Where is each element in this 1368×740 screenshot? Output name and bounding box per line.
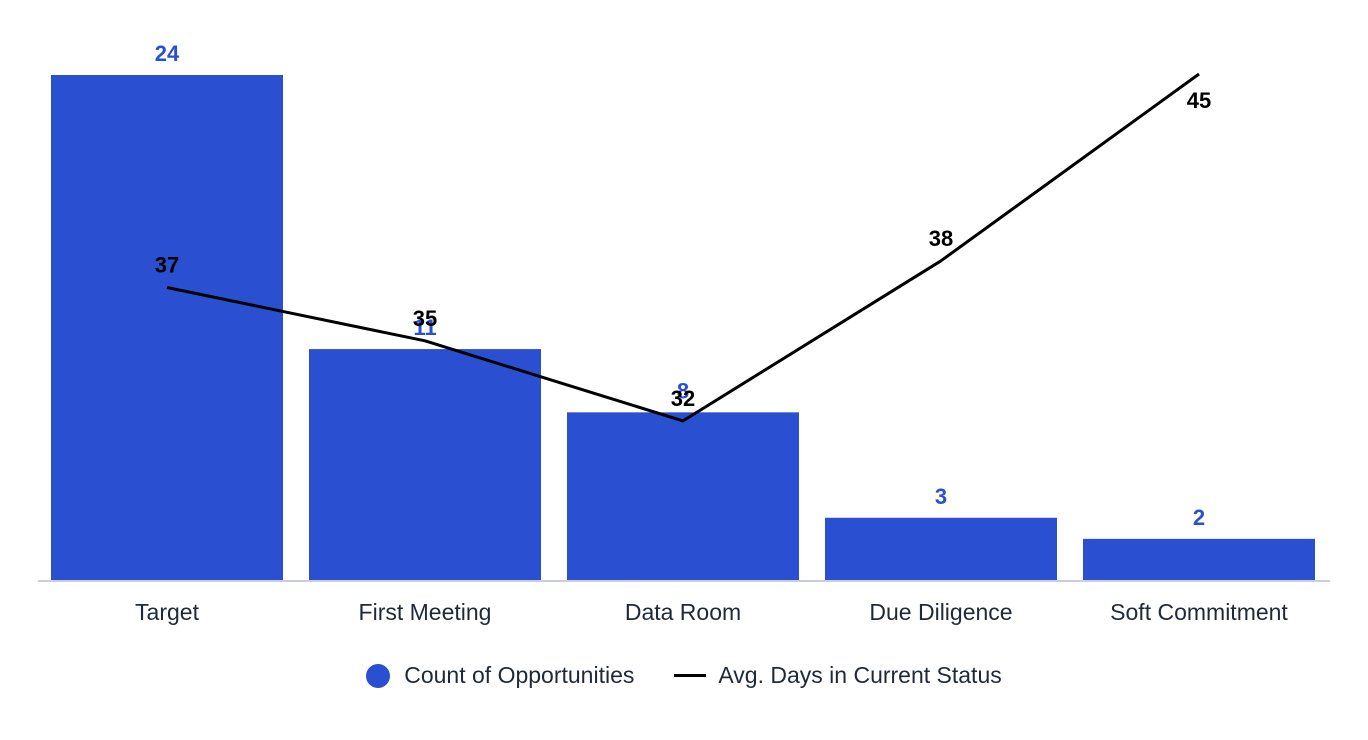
bar-value-label: 8	[677, 378, 689, 403]
bar-data-room[interactable]	[567, 412, 799, 581]
x-tick-label: Data Room	[625, 599, 741, 625]
bar-due-diligence[interactable]	[825, 517, 1057, 581]
bar-value-label: 11	[413, 315, 436, 340]
line-value-label: 37	[155, 252, 179, 277]
line-value-label: 38	[929, 226, 953, 251]
legend-item-line[interactable]: Avg. Days in Current Status	[674, 662, 1002, 689]
line-value-label: 32	[671, 386, 695, 411]
legend-item-bars[interactable]: Count of Opportunities	[366, 662, 634, 689]
legend-label-line: Avg. Days in Current Status	[718, 662, 1002, 688]
bar-value-label: 2	[1193, 505, 1205, 530]
labels-layer: 24 Target 11 First Meeting 8 Data Room 3 Due Di…	[135, 41, 1288, 625]
bars-layer	[51, 75, 1315, 581]
x-tick-label: Soft Commitment	[1110, 599, 1288, 625]
legend-line-icon	[674, 674, 707, 677]
legend: Count of Opportunities Avg. Days in Curr…	[0, 662, 1368, 689]
line-value-label: 35	[413, 306, 437, 331]
line-layer	[166, 72, 1200, 423]
legend-dot-icon	[366, 663, 391, 688]
combo-chart: 24 Target 11 First Meeting 8 Data Room 3 Due Di…	[38, 41, 1330, 625]
legend-label-bars: Count of Opportunities	[404, 662, 635, 688]
bar-soft-commitment[interactable]	[1083, 538, 1315, 581]
avg-days-line[interactable]	[166, 72, 1200, 423]
bar-value-label: 3	[935, 484, 947, 509]
line-value-label: 45	[1187, 88, 1211, 113]
bar-value-label: 24	[155, 41, 180, 66]
bar-target[interactable]	[51, 75, 283, 581]
bar-first-meeting[interactable]	[309, 349, 541, 581]
x-tick-label: Due Diligence	[869, 599, 1012, 625]
x-tick-label: Target	[135, 599, 200, 625]
x-tick-label: First Meeting	[359, 599, 492, 625]
